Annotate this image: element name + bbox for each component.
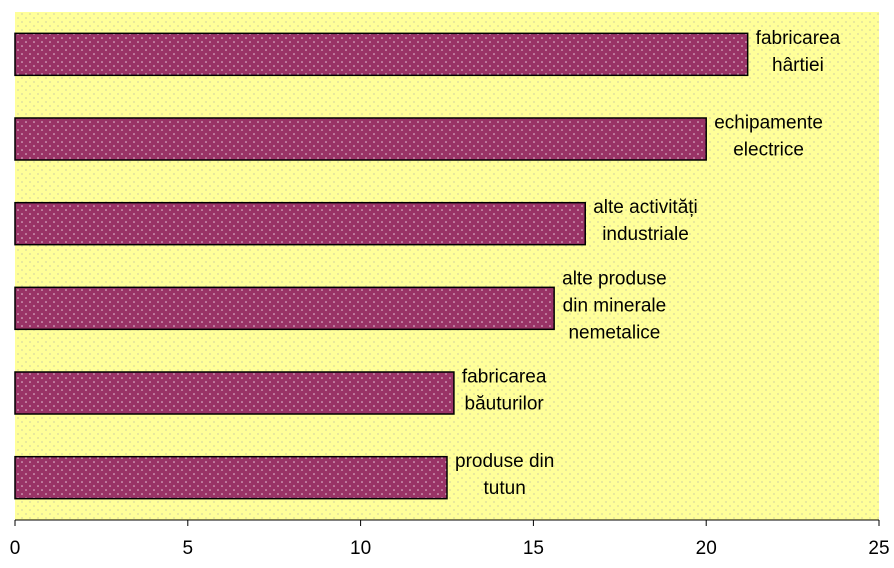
bar-label: fabricarea: [756, 28, 841, 49]
bar-label: alte produse: [562, 268, 667, 289]
bar-label: produse din: [455, 451, 554, 472]
bar-label: fabricarea: [462, 367, 547, 388]
bar: [14, 286, 555, 331]
bar-label: hârtiei: [772, 55, 824, 76]
bar: [14, 371, 455, 415]
x-tick-label: 15: [523, 538, 544, 559]
x-tick-label: 20: [696, 538, 717, 559]
x-tick-label: 25: [868, 538, 889, 559]
x-tick-label: 10: [350, 538, 371, 559]
x-tick-label: 0: [10, 538, 21, 559]
bar-label: din minerale: [563, 295, 667, 316]
bar: [14, 32, 749, 77]
bar: [14, 455, 448, 500]
bar-label: industriale: [602, 224, 689, 245]
bar-label: tutun: [484, 478, 526, 499]
bar: [14, 201, 586, 246]
x-tick-label: 5: [183, 538, 194, 559]
bar: [14, 117, 707, 161]
bar-label: nemetalice: [568, 322, 660, 343]
bar-label: alte activități: [593, 197, 698, 218]
plot-area: [15, 12, 879, 520]
bar-label: echipamente: [714, 113, 823, 134]
bar-label: electrice: [733, 140, 804, 161]
bar-label: băuturilor: [465, 394, 545, 415]
